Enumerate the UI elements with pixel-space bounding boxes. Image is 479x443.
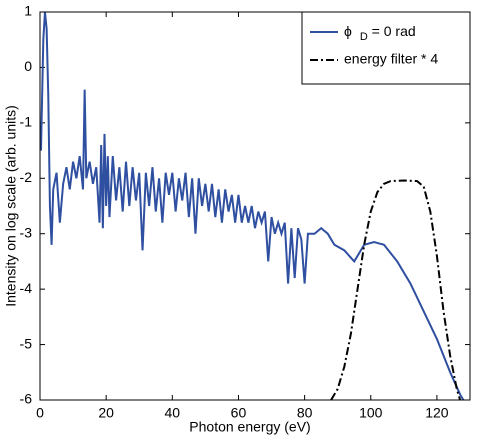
y-tick-label: -1 [20, 114, 33, 130]
data-line [330, 179, 462, 400]
y-tick-label: 0 [24, 58, 32, 74]
y-tick-label: -6 [20, 391, 33, 407]
plot-frame [39, 11, 471, 401]
legend-box [301, 11, 471, 85]
x-axis-label: Photon energy (eV) [189, 419, 310, 435]
legend-label: energy filter * 4 [344, 51, 438, 67]
x-tick-label: 20 [98, 405, 114, 421]
x-tick-label: 60 [231, 405, 247, 421]
y-tick-label: -5 [20, 335, 33, 351]
y-axis-label: Intensity on log scale (arb. units) [3, 105, 19, 307]
data-line [40, 12, 465, 400]
x-tick-label: 80 [297, 405, 313, 421]
y-tick-label: -3 [20, 224, 33, 240]
y-tick-label: -4 [20, 280, 33, 296]
x-tick-label: 40 [165, 405, 181, 421]
y-tick-label: -2 [20, 169, 33, 185]
x-tick-label: 120 [425, 405, 449, 421]
x-tick-label: 0 [36, 405, 44, 421]
x-tick-label: 100 [359, 405, 383, 421]
y-tick-label: 1 [24, 3, 32, 19]
